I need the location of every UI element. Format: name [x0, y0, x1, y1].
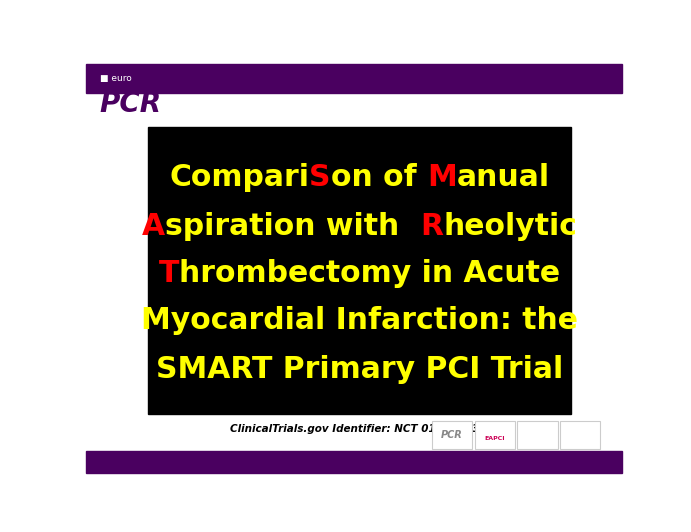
Text: R: R	[420, 212, 443, 241]
Bar	[86, 64, 622, 93]
Bar	[148, 127, 571, 414]
Text: A: A	[142, 212, 165, 241]
Text: Compari: Compari	[169, 163, 310, 192]
Bar	[518, 421, 558, 449]
Text: S: S	[310, 163, 331, 192]
Text: hrombectomy in Acute: hrombectomy in Acute	[179, 259, 560, 288]
Text: anual: anual	[457, 163, 550, 192]
Text: M: M	[427, 163, 457, 192]
Text: PCR: PCR	[100, 90, 162, 119]
Bar	[86, 451, 622, 473]
Text: SMART Primary PCI Trial: SMART Primary PCI Trial	[156, 355, 563, 384]
Text: EAPCI: EAPCI	[484, 436, 505, 441]
Text: ClinicalTrials.gov Identifier: NCT 01281033: ClinicalTrials.gov Identifier: NCT 01281…	[229, 424, 479, 434]
Bar	[475, 421, 515, 449]
Bar	[432, 421, 472, 449]
Text: spiration with: spiration with	[165, 212, 420, 241]
Text: T: T	[159, 259, 179, 288]
Text: ■ euro: ■ euro	[100, 74, 131, 83]
Text: Myocardial Infarction: the: Myocardial Infarction: the	[141, 306, 578, 335]
Text: heolytic: heolytic	[443, 212, 577, 241]
Bar	[560, 421, 600, 449]
Text: PCR: PCR	[442, 430, 463, 440]
Text: on of: on of	[331, 163, 427, 192]
